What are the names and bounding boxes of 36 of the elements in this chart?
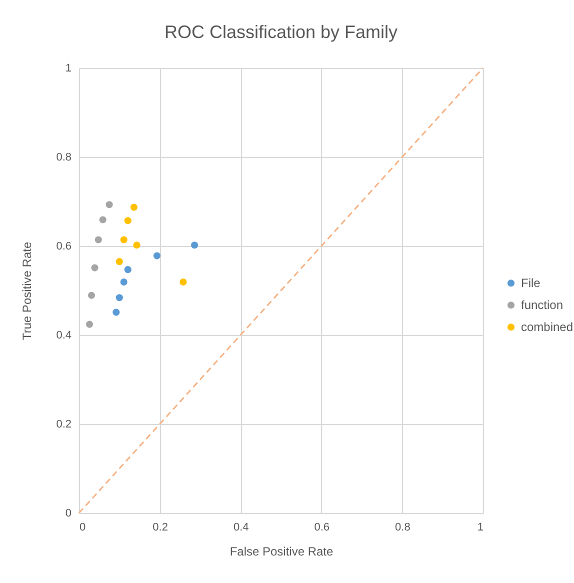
- point: [116, 258, 123, 266]
- y-tick-label: 1: [65, 62, 72, 74]
- x-tick-label: 0.2: [152, 522, 168, 534]
- legend-label: combined: [521, 320, 574, 334]
- point: [99, 216, 106, 224]
- point: [94, 236, 102, 244]
- y-tick-label: 0: [65, 508, 72, 520]
- point: [191, 242, 198, 249]
- y-tick-label: 0.8: [56, 152, 72, 164]
- point: [106, 201, 113, 208]
- x-tick-label: 0.6: [314, 522, 330, 534]
- point: [112, 308, 120, 316]
- y-tick-label: 0.2: [56, 418, 72, 430]
- x-tick-label: 0.4: [233, 522, 249, 534]
- point: [124, 217, 132, 224]
- point: [120, 236, 128, 244]
- point: [116, 294, 123, 302]
- x-tick-label: 0: [80, 522, 86, 534]
- point: [180, 278, 187, 286]
- chart-title: ROC Classification by Family: [164, 22, 398, 42]
- point: [91, 264, 98, 272]
- x-axis-title: False Positive Rate: [230, 544, 334, 558]
- point: [124, 266, 132, 274]
- y-tick-label: 0.6: [56, 240, 72, 252]
- x-tick-label: 0.8: [395, 522, 410, 534]
- y-tick-label: 0.4: [56, 330, 72, 342]
- point: [130, 204, 138, 211]
- point: [88, 292, 96, 299]
- point: [120, 278, 128, 286]
- point: [86, 320, 94, 328]
- legend-label: File: [521, 276, 541, 290]
- point: [153, 252, 161, 260]
- x-tick-label: 1: [477, 522, 484, 534]
- point: [133, 242, 140, 249]
- legend-label: function: [521, 298, 564, 312]
- y-axis-title: True Positive Rate: [20, 242, 34, 340]
